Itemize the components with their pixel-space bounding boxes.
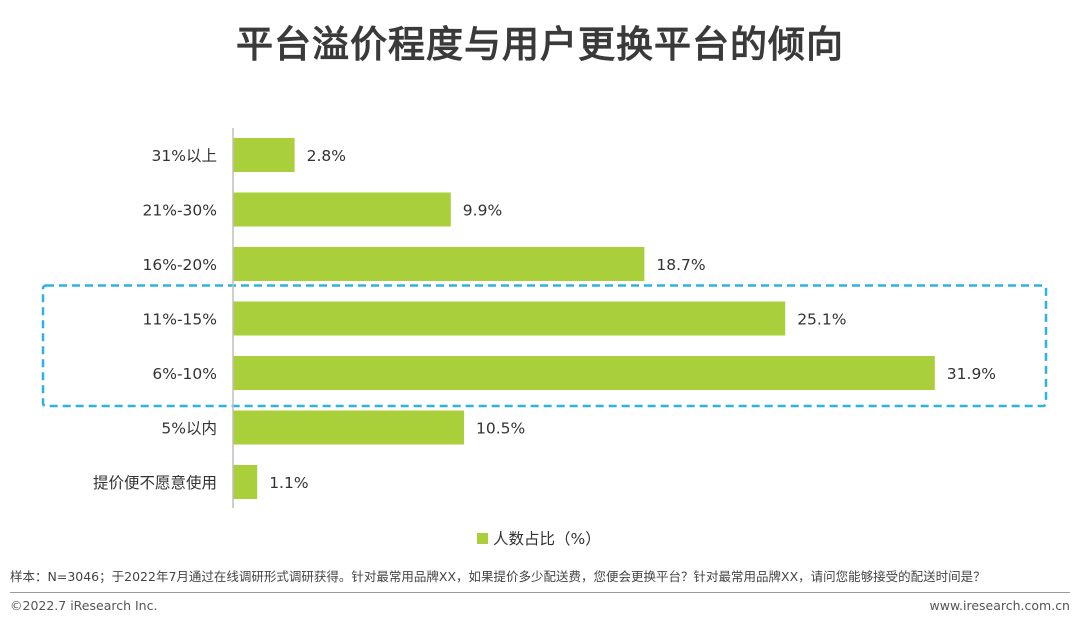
- data-label: 31.9%: [947, 365, 996, 383]
- highlight-box: [41, 284, 1048, 408]
- category-label: 5%以内: [161, 420, 217, 438]
- category-label: 21%-30%: [143, 202, 218, 220]
- bar-5: [233, 410, 464, 445]
- data-label: 2.8%: [307, 147, 346, 165]
- category-label: 31%以上: [152, 147, 217, 165]
- legend-swatch: [477, 533, 488, 544]
- chart-title: 平台溢价程度与用户更换平台的倾向: [236, 23, 844, 66]
- bar-1: [233, 192, 451, 227]
- data-label: 25.1%: [797, 311, 846, 329]
- bar-6: [233, 465, 258, 499]
- category-label: 11%-15%: [143, 311, 218, 329]
- category-label: 16%-20%: [143, 256, 218, 274]
- category-label: 提价便不愿意使用: [93, 473, 217, 492]
- legend-label: 人数占比（%）: [493, 530, 601, 548]
- data-label: 1.1%: [269, 474, 308, 492]
- bar-chart: 31%以上 2.8% 21%-30% 9.9% 16%-20% 18.7% 11%-15% 2…: [41, 128, 1048, 548]
- category-label: 6%-10%: [152, 365, 217, 383]
- bar-3: [233, 301, 786, 336]
- data-label: 18.7%: [656, 256, 705, 274]
- footer-divider: [10, 592, 1070, 593]
- bar-0: [233, 138, 295, 172]
- data-label: 9.9%: [463, 202, 502, 220]
- bar-4: [233, 356, 935, 390]
- website-link[interactable]: www.iresearch.com.cn: [929, 598, 1071, 613]
- data-label: 10.5%: [476, 420, 525, 438]
- bar-2: [233, 247, 645, 281]
- sample-note: 样本：N=3046；于2022年7月通过在线调研形式调研获得。针对最常用品牌XX…: [10, 569, 986, 584]
- copyright-text: ©2022.7 iResearch Inc.: [10, 598, 158, 613]
